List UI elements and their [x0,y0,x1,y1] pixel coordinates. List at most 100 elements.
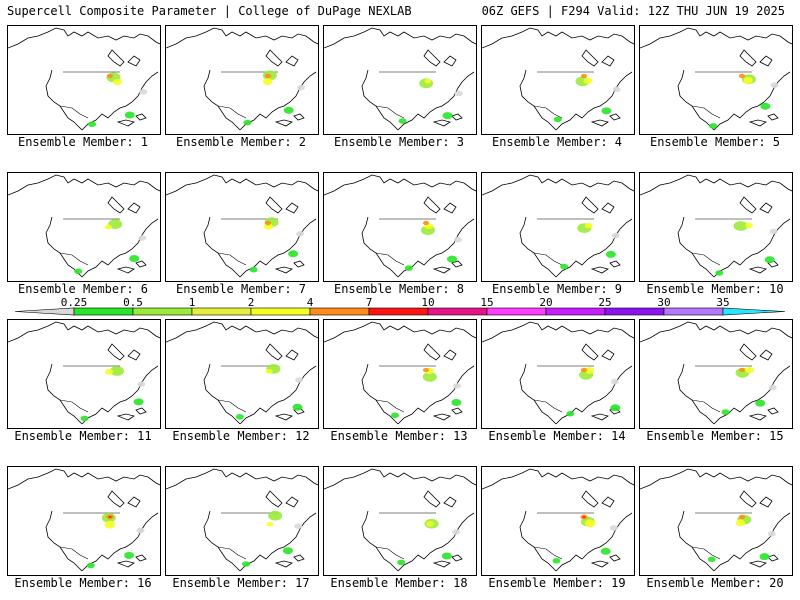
member-map-1 [8,27,160,131]
map-panel-member-17 [165,466,319,576]
coastline [8,321,160,343]
map-panel-member-13 [323,319,477,429]
scp-contour [605,250,616,258]
map-panel-member-5 [639,25,793,135]
border-line [375,105,405,119]
map-panel-member-7 [165,172,319,282]
scp-contour [745,367,755,374]
scp-contour [292,403,303,411]
border-line [691,252,721,266]
coastline [293,113,305,121]
coastline [519,69,557,131]
member-label: Ensemble Member: 6 [17,282,149,296]
member-label: Ensemble Member: 8 [333,282,465,296]
scp-contour [441,552,452,560]
scp-contour [581,73,587,79]
scp-contour [610,378,619,385]
colorbar-segment [73,307,134,316]
product-title: Supercell Composite Parameter | College … [7,4,412,18]
scp-contour [139,89,148,95]
coastline [293,554,305,562]
coastline [107,343,125,361]
coastline [265,49,283,67]
member-label: Ensemble Member: 17 [172,576,310,590]
coastline [640,174,792,196]
member-label: Ensemble Member: 18 [330,576,468,590]
coastline [107,49,125,67]
coastline [601,496,615,508]
coastline [107,490,125,508]
member-label: Ensemble Member: 12 [172,429,310,443]
border-line [217,105,247,119]
scp-contour [453,236,462,243]
coastline [713,218,791,278]
member-map-4 [482,27,634,131]
coastline [677,69,715,131]
scp-contour [583,77,593,84]
coastline [324,321,476,343]
coastline [432,266,451,274]
coastline [324,468,476,490]
header: Supercell Composite Parameter | College … [0,4,800,22]
coastline [423,49,441,67]
coastline [8,468,160,490]
coastline [677,363,715,425]
coastline [166,174,318,196]
scp-contour [560,263,569,270]
colorbar-segment [250,307,311,316]
coastline [748,413,767,421]
coastline [640,468,792,490]
scp-contour [721,409,730,415]
coastline [590,413,609,421]
member-label: Ensemble Member: 7 [175,282,307,296]
coastline [203,69,241,131]
coastline [361,69,399,131]
scp-contour [86,562,95,569]
border-line [375,546,405,560]
coastline [443,55,457,67]
colorbar [14,307,786,316]
coastline [713,512,791,572]
scp-contour [133,398,144,406]
member-label: Ensemble Member: 3 [333,135,465,149]
coastline [135,260,147,268]
coastline [739,196,757,214]
coastline [423,490,441,508]
member-map-12 [166,321,318,425]
border-line [375,399,405,413]
scp-contour [424,79,432,84]
coastline [293,260,305,268]
coastline [203,216,241,278]
coastline [274,560,293,568]
colorbar-segment [722,307,786,316]
member-map-10 [640,174,792,278]
coastline [739,490,757,508]
member-label: Ensemble Member: 5 [649,135,781,149]
coastline [107,196,125,214]
scp-contour [294,523,303,529]
colorbar-segment [191,307,252,316]
coastline [759,202,773,214]
colorbar-tick-label: 15 [480,296,494,309]
member-label: Ensemble Member: 2 [175,135,307,149]
coastline [361,510,399,572]
member-map-2 [166,27,318,131]
map-panel-member-6 [7,172,161,282]
coastline [274,413,293,421]
coastline [81,512,159,572]
colorbar-tick-label: 0.25 [60,296,88,309]
border-line [59,399,89,413]
scp-contour [107,73,113,79]
scp-contour [709,123,718,129]
scp-contour [124,551,135,559]
coastline [166,468,318,490]
colorbar-segment [368,307,429,316]
coastline [590,266,609,274]
border-line [691,105,721,119]
scp-contour [88,121,97,127]
border-line [217,399,247,413]
map-panel-member-9 [481,172,635,282]
scp-contour [580,367,588,373]
coastline [361,216,399,278]
colorbar-segment [486,307,547,316]
